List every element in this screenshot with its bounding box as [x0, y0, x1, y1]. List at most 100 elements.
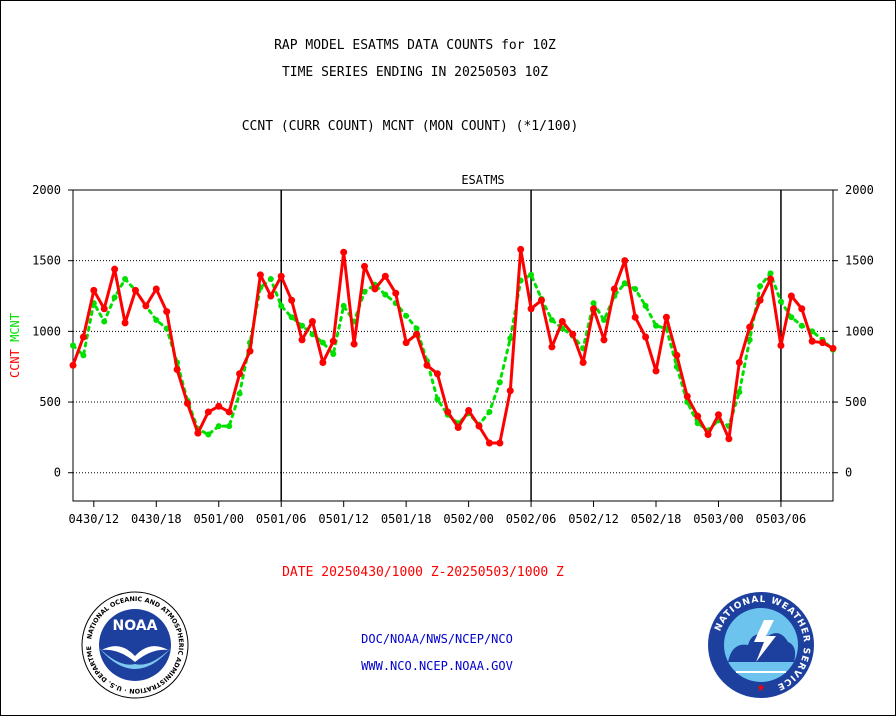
data-point-mcnt	[496, 379, 503, 386]
y-tick-label-right: 500	[845, 395, 867, 409]
data-point-ccnt	[517, 245, 525, 253]
nco-link-doc[interactable]: DOC/NOAA/NWS/NCEP/NCO	[361, 632, 513, 646]
data-point-mcnt	[590, 300, 597, 307]
data-point-ccnt	[537, 296, 545, 304]
svg-text:★: ★	[757, 683, 766, 694]
data-point-ccnt	[506, 387, 514, 395]
data-point-ccnt	[558, 317, 566, 325]
y-tick-label-left: 0	[54, 466, 61, 480]
data-point-ccnt	[225, 408, 233, 416]
data-point-ccnt	[829, 344, 837, 352]
data-point-mcnt	[528, 271, 535, 278]
data-point-mcnt	[653, 322, 660, 329]
data-point-ccnt	[819, 339, 827, 347]
x-tick-label: 0501/12	[318, 512, 369, 526]
data-point-mcnt	[621, 280, 628, 287]
data-point-ccnt	[652, 367, 660, 375]
data-point-ccnt	[350, 340, 358, 348]
data-point-mcnt	[767, 270, 774, 277]
data-point-ccnt	[173, 366, 181, 374]
data-point-ccnt	[392, 289, 400, 297]
data-point-mcnt	[319, 339, 326, 346]
data-point-ccnt	[590, 305, 598, 313]
data-point-ccnt	[329, 337, 337, 345]
data-point-mcnt	[267, 276, 274, 283]
data-point-mcnt	[226, 423, 233, 430]
plot-area	[72, 189, 834, 502]
data-point-ccnt	[288, 296, 296, 304]
data-point-mcnt	[122, 276, 129, 283]
x-tick-label: 0502/00	[443, 512, 494, 526]
nws-logo-icon: ★ NATIONAL WEATHER SERVICE	[708, 592, 814, 698]
data-point-ccnt	[361, 262, 369, 270]
data-point-mcnt	[361, 288, 368, 295]
title-line-1: RAP MODEL ESATMS DATA COUNTS for 10Z	[274, 38, 556, 53]
data-point-mcnt	[330, 350, 337, 357]
x-tick-label: 0502/12	[568, 512, 619, 526]
y-tick-label-right: 2000	[845, 183, 874, 197]
data-point-ccnt	[642, 333, 650, 341]
x-tick-label: 0501/00	[193, 512, 244, 526]
data-point-ccnt	[735, 358, 743, 366]
data-point-ccnt	[69, 361, 77, 369]
data-point-ccnt	[413, 330, 421, 338]
data-point-ccnt	[433, 370, 441, 378]
data-point-mcnt	[757, 283, 764, 290]
data-point-ccnt	[111, 265, 119, 273]
data-point-mcnt	[413, 325, 420, 332]
data-point-mcnt	[205, 431, 212, 438]
data-point-ccnt	[204, 408, 212, 416]
data-point-ccnt	[236, 370, 244, 378]
data-point-mcnt	[798, 322, 805, 329]
data-point-mcnt	[507, 335, 514, 342]
chart-title: ESATMS	[461, 173, 504, 187]
y-tick-label-left: 2000	[32, 183, 61, 197]
data-point-ccnt	[621, 257, 629, 265]
data-point-ccnt	[371, 285, 379, 293]
data-point-ccnt	[121, 319, 129, 327]
y-axis-label-mcnt: MCNT	[8, 313, 22, 342]
data-point-mcnt	[632, 285, 639, 292]
x-tick-label: 0502/18	[631, 512, 682, 526]
data-point-ccnt	[662, 313, 670, 321]
data-point-mcnt	[299, 322, 306, 329]
nco-link-www[interactable]: WWW.NCO.NCEP.NOAA.GOV	[361, 659, 513, 673]
data-point-ccnt	[402, 339, 410, 347]
data-point-ccnt	[184, 399, 192, 407]
data-point-ccnt	[152, 285, 160, 293]
data-point-ccnt	[381, 272, 389, 280]
y-tick-label-left: 500	[39, 395, 61, 409]
data-point-ccnt	[163, 308, 171, 316]
data-point-ccnt	[319, 358, 327, 366]
data-point-ccnt	[631, 313, 639, 321]
y-tick-label-left: 1500	[32, 254, 61, 268]
x-tick-label: 0503/00	[693, 512, 744, 526]
data-point-mcnt	[600, 317, 607, 324]
data-point-ccnt	[756, 296, 764, 304]
x-tick-label: 0501/06	[256, 512, 307, 526]
data-point-ccnt	[475, 422, 483, 430]
data-point-mcnt	[215, 423, 222, 430]
chart-svg: 0 0 500 500 1000 1000 1500 1500 2000 2000 0430/12 0…	[8, 173, 874, 526]
svg-text:NOAA: NOAA	[113, 618, 158, 634]
data-point-ccnt	[131, 286, 139, 294]
data-point-ccnt	[808, 337, 816, 345]
data-point-ccnt	[465, 407, 473, 415]
y-tick-label-right: 1500	[845, 254, 874, 268]
data-point-mcnt	[486, 408, 493, 415]
data-point-ccnt	[569, 330, 577, 338]
data-point-mcnt	[382, 291, 389, 298]
x-tick-label: 0501/18	[381, 512, 432, 526]
data-point-ccnt	[246, 347, 254, 355]
data-point-ccnt	[673, 351, 681, 359]
data-point-mcnt	[80, 352, 87, 359]
data-point-ccnt	[215, 402, 223, 410]
data-point-ccnt	[777, 342, 785, 349]
data-point-ccnt	[798, 305, 806, 313]
series-line-mcnt	[71, 271, 835, 437]
y-tick-label-left: 1000	[32, 324, 61, 338]
data-point-ccnt	[298, 336, 306, 344]
data-point-ccnt	[444, 408, 452, 416]
data-point-mcnt	[70, 342, 76, 349]
data-point-mcnt	[403, 312, 410, 319]
